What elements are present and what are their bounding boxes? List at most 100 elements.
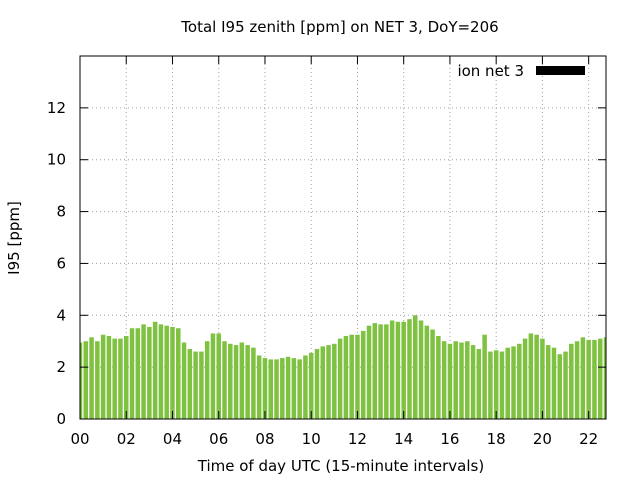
bar: [343, 336, 349, 419]
bar: [100, 334, 106, 419]
bar: [459, 342, 464, 419]
bar: [586, 339, 591, 419]
x-tick-label: 02: [117, 430, 136, 448]
bar: [441, 341, 447, 419]
bar: [395, 321, 401, 419]
bar: [147, 326, 152, 419]
y-tick-label: 12: [47, 99, 66, 117]
bar: [447, 343, 453, 419]
bar: [499, 351, 505, 419]
bar: [493, 350, 499, 419]
bar: [597, 338, 603, 419]
bar: [170, 326, 175, 419]
bar: [268, 359, 274, 419]
bar: [135, 328, 141, 419]
bar: [569, 343, 574, 419]
bar: [534, 334, 539, 419]
bar: [603, 337, 606, 419]
bar: [80, 342, 83, 419]
x-tick-label: 10: [302, 430, 321, 448]
bar: [181, 342, 187, 419]
bar: [355, 334, 360, 419]
bar: [303, 355, 308, 419]
grid-lines: [80, 56, 606, 419]
bar: [517, 343, 522, 419]
bar: [129, 328, 135, 419]
x-tick-label: 08: [255, 430, 274, 448]
bar: [285, 356, 291, 419]
y-tick-label: 10: [47, 151, 66, 169]
x-axis-ticks: 00 02 04 06 08 10 12 14 16 18 20 22: [70, 56, 598, 448]
bar: [141, 324, 146, 419]
bar: [360, 330, 366, 419]
bar: [187, 348, 193, 419]
bar: [453, 341, 458, 419]
bar: [176, 328, 181, 419]
x-tick-label: 04: [163, 430, 182, 448]
bar: [95, 341, 100, 419]
bar: [152, 321, 158, 419]
legend: ion net 3: [457, 62, 585, 80]
bar: [436, 336, 441, 419]
legend-swatch: [536, 66, 585, 75]
bar: [251, 347, 256, 419]
bar: [291, 358, 297, 419]
bar: [239, 342, 245, 419]
bar: [470, 345, 476, 419]
bar: [563, 351, 568, 419]
bar: [158, 324, 164, 419]
bar: [164, 325, 169, 419]
x-tick-label: 16: [440, 430, 459, 448]
bar: [222, 341, 227, 419]
x-axis-label: Time of day UTC (15-minute intervals): [197, 457, 484, 475]
plot-frame: [79, 55, 607, 420]
bar: [118, 338, 123, 419]
bar: [256, 355, 262, 419]
y-tick-label: 8: [56, 203, 66, 221]
bar: [372, 323, 378, 419]
y-axis-label: I95 [ppm]: [5, 201, 23, 275]
bar: [204, 341, 210, 419]
bar: [210, 333, 216, 419]
bar: [308, 352, 314, 419]
bar: [274, 359, 279, 419]
bar: [337, 338, 343, 419]
bar: [297, 359, 302, 419]
bar: [106, 336, 112, 419]
y-tick-label: 6: [56, 254, 66, 272]
legend-label: ion net 3: [457, 62, 524, 80]
bar: [418, 320, 424, 419]
bar: [314, 348, 320, 419]
bar: [384, 324, 389, 419]
bar: [112, 338, 117, 419]
x-tick-label: 06: [209, 430, 228, 448]
bar: [465, 341, 470, 419]
bar: [592, 339, 597, 419]
y-tick-label: 2: [56, 358, 66, 376]
bar: [349, 334, 354, 419]
bar-series: [80, 315, 606, 419]
bar: [332, 343, 337, 419]
bar: [366, 325, 372, 419]
bar: [401, 321, 406, 419]
bar: [228, 343, 233, 419]
bar: [430, 329, 435, 419]
bar: [89, 337, 94, 419]
bar: [216, 333, 221, 419]
bar: [407, 319, 412, 419]
bar: [424, 325, 430, 419]
bar: [505, 347, 510, 419]
bar: [262, 358, 268, 419]
bar: [551, 347, 557, 419]
bar: [378, 324, 383, 419]
x-tick-label: 12: [348, 430, 367, 448]
x-tick-label: 14: [394, 430, 413, 448]
y-tick-label: 4: [56, 306, 66, 324]
bar: [199, 351, 204, 419]
bar: [557, 354, 563, 419]
bar: [580, 337, 586, 419]
bar: [83, 341, 89, 419]
bar: [389, 320, 395, 419]
bar: [540, 338, 545, 419]
